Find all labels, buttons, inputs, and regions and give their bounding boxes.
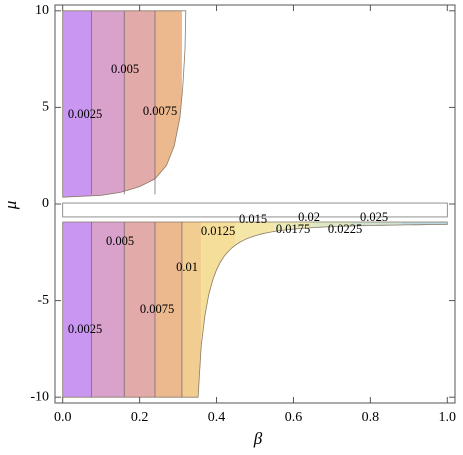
- contour-label: 0.025: [360, 210, 388, 224]
- band: [181, 222, 202, 398]
- gap-box: [62, 202, 448, 218]
- contour-lines: [62, 10, 448, 398]
- x-tick-label: 0.6: [285, 410, 303, 425]
- x-tick-label: 0.0: [54, 410, 72, 425]
- x-tick-label: 0.2: [131, 410, 149, 425]
- y-tick-label: 5: [42, 100, 49, 115]
- contour-label: 0.0025: [68, 107, 102, 121]
- contour-label: 0.005: [106, 234, 134, 248]
- contour-label: 0.0025: [68, 322, 102, 336]
- contour-label: 0.0075: [140, 302, 174, 316]
- y-tick-label: 10: [35, 3, 49, 18]
- y-tick-label: -5: [37, 293, 49, 308]
- band: [155, 222, 182, 398]
- contour-label: 0.02: [298, 210, 320, 224]
- contour-label: 0.0225: [328, 222, 362, 236]
- x-axis-label: β: [253, 429, 263, 448]
- band: [62, 222, 92, 398]
- contour-label: 0.0175: [276, 222, 310, 236]
- contour-label: 0.01: [176, 260, 198, 274]
- upper-region: [62, 10, 182, 198]
- y-tick-label: -10: [30, 389, 49, 404]
- x-tick-label: 1.0: [439, 410, 457, 425]
- axes: 0.0 0.2 0.4 0.6 0.8 1.0 -10 -5 0 5 10: [30, 3, 456, 425]
- x-tick-label: 0.8: [362, 410, 380, 425]
- band: [62, 10, 92, 198]
- contour-label: 0.0075: [143, 104, 177, 118]
- band: [124, 222, 155, 398]
- labels: 0.0025 0.005 0.0075 0.005 0.0025 0.0075 0.01 0.…: [68, 62, 388, 336]
- region-outline: [62, 10, 187, 198]
- region-outline: [62, 221, 448, 398]
- band: [91, 222, 125, 398]
- contour-label: 0.015: [239, 212, 267, 226]
- contour-label: 0.0125: [201, 224, 235, 238]
- band: [91, 10, 125, 198]
- y-axis-label: μ: [1, 201, 20, 211]
- y-tick-label: 0: [42, 196, 49, 211]
- band: [124, 10, 155, 198]
- x-tick-label: 0.4: [208, 410, 226, 425]
- contour-label: 0.005: [111, 62, 139, 76]
